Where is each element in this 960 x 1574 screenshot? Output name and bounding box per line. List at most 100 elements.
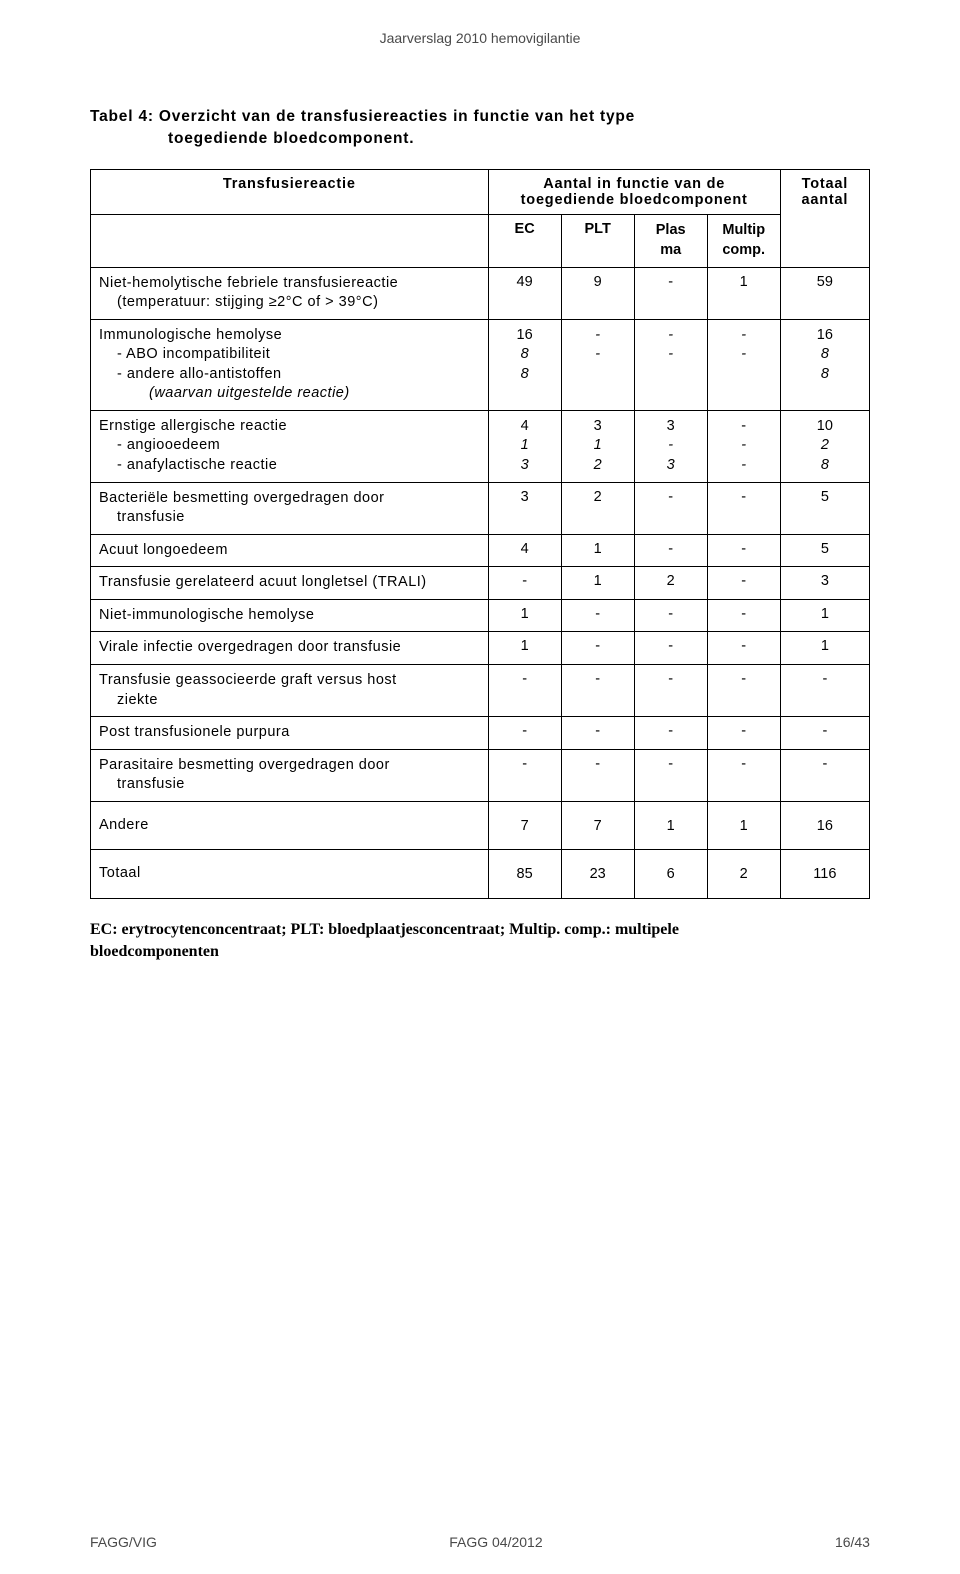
cell-multip: - bbox=[707, 717, 780, 750]
footer-left: FAGG/VIG bbox=[90, 1534, 157, 1550]
subcol-multip-l1: Multip bbox=[722, 221, 765, 241]
row-label-sub: - andere allo-antistoffen bbox=[99, 365, 480, 385]
subcol-plasma-l2: ma bbox=[660, 241, 681, 261]
cell-plt: 1 bbox=[561, 567, 634, 600]
header-row-2: EC PLT Plas ma Multip comp. bbox=[91, 215, 870, 267]
cell-ec: - bbox=[488, 567, 561, 600]
cell-value: - bbox=[741, 456, 746, 476]
row-label: Bacteriële besmetting overgedragen door bbox=[99, 489, 480, 509]
cell-value: 16 bbox=[517, 326, 533, 346]
cell-multip: - bbox=[707, 567, 780, 600]
cell-value: - bbox=[741, 326, 746, 346]
cell-total: - bbox=[780, 749, 869, 801]
cell-total: 16 bbox=[780, 801, 869, 850]
col-header-total: Totaal aantal bbox=[780, 170, 869, 267]
cell-total: 59 bbox=[780, 267, 869, 319]
subcol-plasma: Plas ma bbox=[634, 215, 707, 267]
cell-plasma: 1 bbox=[634, 801, 707, 850]
cell-plt: 23 bbox=[561, 850, 634, 899]
cell-plt: - bbox=[561, 664, 634, 716]
row-label-sub: - angiooedeem bbox=[99, 436, 480, 456]
header-row-1: Transfusiereactie Aantal in functie van … bbox=[91, 170, 870, 215]
cell-ec: - bbox=[488, 664, 561, 716]
cell-ec: 3 bbox=[488, 482, 561, 534]
row-label-sub: transfusie bbox=[99, 775, 480, 795]
subcol-plt: PLT bbox=[561, 215, 634, 267]
cell-value: - bbox=[741, 436, 746, 456]
cell-total: 5 bbox=[780, 482, 869, 534]
cell-multip: - bbox=[707, 749, 780, 801]
empty-header-cell bbox=[91, 215, 489, 267]
cell-value: 1 bbox=[521, 436, 529, 456]
cell-ec: 4 bbox=[488, 534, 561, 567]
footer-center: FAGG 04/2012 bbox=[449, 1534, 542, 1550]
cell-multip: - bbox=[707, 534, 780, 567]
legend-line2: bloedcomponenten bbox=[90, 943, 219, 960]
cell-value: - bbox=[668, 436, 673, 456]
table-row: Transfusie gerelateerd acuut longletsel … bbox=[91, 567, 870, 600]
row-label-sub: (temperatuur: stijging ≥2°C of > 39°C) bbox=[99, 293, 480, 313]
row-label: Post transfusionele purpura bbox=[91, 717, 489, 750]
cell-value: - bbox=[741, 345, 746, 365]
row-label-sub: ziekte bbox=[99, 691, 480, 711]
cell-value: 3 bbox=[521, 456, 529, 476]
subcol-multip: Multip comp. bbox=[707, 215, 780, 267]
cell-ec: 1 bbox=[488, 599, 561, 632]
cell-multip: - bbox=[707, 482, 780, 534]
row-label: Ernstige allergische reactie bbox=[99, 417, 480, 437]
table-row: Transfusie geassocieerde graft versus ho… bbox=[91, 664, 870, 716]
data-table: Transfusiereactie Aantal in functie van … bbox=[90, 169, 870, 899]
row-label: Totaal bbox=[91, 850, 489, 899]
cell-ec: 7 bbox=[488, 801, 561, 850]
table-row: Acuut longoedeem 4 1 - - 5 bbox=[91, 534, 870, 567]
cell-value: 16 bbox=[817, 326, 833, 346]
cell-value: 8 bbox=[521, 365, 529, 385]
cell-value: 8 bbox=[821, 365, 829, 385]
table-row: Niet-immunologische hemolyse 1 - - - 1 bbox=[91, 599, 870, 632]
subcol-multip-l2: comp. bbox=[722, 241, 765, 261]
table-row: Immunologische hemolyse - ABO incompatib… bbox=[91, 319, 870, 410]
title-line1: Tabel 4: Overzicht van de transfusiereac… bbox=[90, 108, 635, 125]
cell-plt: - bbox=[561, 717, 634, 750]
cell-value: - bbox=[668, 326, 673, 346]
page-footer: FAGG/VIG FAGG 04/2012 16/43 bbox=[90, 1534, 870, 1550]
subcol-plasma-l1: Plas bbox=[656, 221, 686, 241]
cell-total: 1 bbox=[780, 599, 869, 632]
row-label-sub: - ABO incompatibiliteit bbox=[99, 345, 480, 365]
cell-value: 8 bbox=[521, 345, 529, 365]
cell-value: 4 bbox=[521, 417, 529, 437]
cell-value: - bbox=[595, 345, 600, 365]
cell-plasma: - bbox=[634, 664, 707, 716]
row-label: Niet-hemolytische febriele transfusierea… bbox=[99, 274, 480, 294]
cell-plasma: - bbox=[634, 482, 707, 534]
cell-value: 3 bbox=[594, 417, 602, 437]
row-label: Andere bbox=[91, 801, 489, 850]
cell-total: 5 bbox=[780, 534, 869, 567]
cell-value: 8 bbox=[821, 345, 829, 365]
cell-plasma: - bbox=[634, 599, 707, 632]
table-row: Bacteriële besmetting overgedragen door … bbox=[91, 482, 870, 534]
cell-total: - bbox=[780, 664, 869, 716]
cell-multip: - bbox=[707, 599, 780, 632]
cell-multip: 1 bbox=[707, 801, 780, 850]
table-row-total: Totaal 85 23 6 2 116 bbox=[91, 850, 870, 899]
cell-value: - bbox=[595, 326, 600, 346]
cell-multip: - bbox=[707, 632, 780, 665]
cell-total: - bbox=[780, 717, 869, 750]
cell-ec: 85 bbox=[488, 850, 561, 899]
table-row: Andere 7 7 1 1 16 bbox=[91, 801, 870, 850]
row-label: Parasitaire besmetting overgedragen door bbox=[99, 756, 480, 776]
cell-plasma: 6 bbox=[634, 850, 707, 899]
row-label-sub-italic: (waarvan uitgestelde reactie) bbox=[99, 384, 480, 404]
cell-ec: 1 bbox=[488, 632, 561, 665]
table-title: Tabel 4: Overzicht van de transfusiereac… bbox=[90, 106, 870, 149]
cell-plasma: - bbox=[634, 534, 707, 567]
cell-value: 1 bbox=[594, 436, 602, 456]
title-line2: toegediende bloedcomponent. bbox=[168, 130, 414, 147]
row-label: Immunologische hemolyse bbox=[99, 326, 480, 346]
cell-total: 1 bbox=[780, 632, 869, 665]
row-label: Acuut longoedeem bbox=[91, 534, 489, 567]
cell-plasma: - bbox=[634, 267, 707, 319]
footer-right: 16/43 bbox=[835, 1534, 870, 1550]
cell-plt: 9 bbox=[561, 267, 634, 319]
